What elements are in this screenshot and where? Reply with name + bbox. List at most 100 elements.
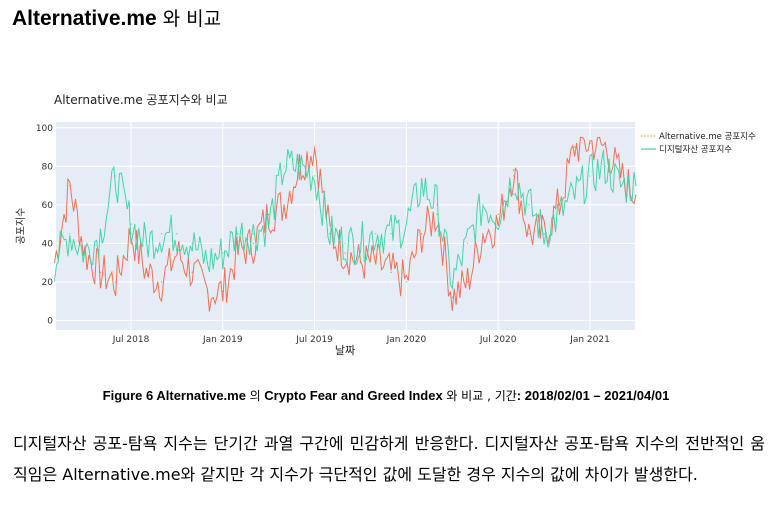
data-point [604, 165, 606, 167]
data-point [206, 290, 209, 293]
data-point [268, 213, 270, 216]
data-point [314, 175, 316, 177]
data-point [497, 213, 499, 216]
x-tick-label: Jul 2018 [112, 335, 150, 345]
data-point [405, 281, 407, 283]
data-point [252, 233, 254, 235]
x-axis-label: 날짜 [335, 344, 355, 357]
data-point [161, 281, 163, 283]
data-point [421, 233, 423, 235]
data-point [558, 213, 561, 216]
data-point [191, 242, 193, 244]
y-tick-label: 40 [42, 239, 54, 249]
data-point [390, 233, 392, 235]
data-point [130, 223, 132, 225]
legend-label-digital[interactable]: 디지털자산 공포지수 [659, 144, 732, 155]
data-point [69, 233, 71, 235]
chart-title: Alternative.me 공포지수와 비교 [54, 93, 228, 107]
y-tick-label: 100 [36, 124, 53, 134]
data-point [237, 252, 239, 254]
data-point [314, 146, 316, 148]
data-point [467, 281, 469, 283]
y-axis-label: 공포지수 [15, 208, 27, 245]
data-point [390, 271, 392, 273]
data-point [298, 165, 300, 167]
data-point [375, 261, 377, 264]
data-point [436, 213, 438, 216]
data-point [635, 194, 637, 196]
data-point [421, 184, 423, 187]
data-point [589, 175, 591, 177]
data-point [252, 242, 254, 244]
legend: Alternative.me 공포지수 디지털자산 공포지수 [641, 132, 756, 155]
data-point [451, 281, 453, 283]
data-point [99, 271, 101, 273]
caption-particle: 의 [249, 389, 261, 403]
x-tick-label: Jan 2021 [569, 335, 610, 345]
data-point [528, 233, 530, 235]
data-point [405, 223, 407, 225]
series-line-digital-asset [54, 148, 637, 291]
x-tick-label: Jan 2019 [202, 335, 243, 345]
data-point [115, 175, 117, 177]
heading-korean: 와 비교 [162, 8, 222, 30]
data-point [467, 242, 469, 244]
data-point [436, 204, 438, 206]
data-point [145, 242, 147, 244]
x-tick-label: Jan 2020 [386, 335, 427, 345]
data-point [222, 290, 224, 293]
data-point [99, 233, 101, 235]
y-tick-label: 20 [42, 278, 54, 288]
legend-label-alt[interactable]: Alternative.me 공포지수 [659, 132, 756, 142]
data-point [512, 175, 515, 177]
data-point [206, 261, 209, 264]
data-point [176, 252, 178, 254]
data-point [497, 223, 499, 225]
y-tick-label: 0 [47, 316, 53, 326]
data-point [191, 271, 193, 273]
data-point [543, 233, 545, 235]
data-point [283, 204, 285, 206]
plot-area [56, 122, 635, 330]
data-point [237, 233, 239, 235]
y-tick-label: 80 [42, 162, 54, 172]
data-point [574, 194, 576, 196]
section-heading: Alternative.me 와 비교 [12, 4, 221, 31]
data-point [482, 233, 484, 235]
data-point [512, 169, 515, 171]
data-point [620, 175, 622, 177]
data-point [69, 184, 71, 187]
caption-index-name: Crypto Fear and Greed Index [264, 388, 443, 403]
data-point [145, 271, 147, 273]
heading-latin: Alternative.me [12, 7, 157, 30]
y-tick-label: 60 [42, 201, 54, 211]
data-point [604, 146, 606, 148]
figure-caption: Figure 6 Alternative.me 의 Crypto Fear an… [0, 387, 772, 404]
data-point [53, 261, 56, 264]
data-point [589, 142, 591, 144]
data-point [574, 146, 576, 148]
data-point [620, 184, 622, 187]
data-point [268, 223, 270, 225]
caption-prefix: Figure 6 Alternative.me [102, 388, 246, 403]
data-point [344, 252, 346, 254]
data-point [528, 204, 530, 206]
data-point [115, 281, 117, 283]
data-point [482, 204, 484, 206]
data-point [359, 242, 362, 244]
data-point [635, 184, 637, 187]
body-paragraph: 디지털자산 공포-탐욕 지수는 단기간 과열 구간에 민감하게 반응한다. 디지… [13, 434, 765, 484]
data-point [451, 296, 453, 298]
data-point [359, 261, 362, 264]
fear-greed-chart: Alternative.me 공포지수와 비교 0 20 40 60 80 100 Jul … [15, 93, 756, 357]
data-point [176, 233, 178, 235]
data-point [344, 242, 346, 244]
data-point [283, 165, 285, 167]
data-point [161, 233, 163, 235]
data-point [329, 233, 331, 235]
data-point [375, 233, 377, 235]
x-tick-label: Jul 2020 [479, 335, 517, 345]
caption-date-range: : 2018/02/01 – 2021/04/01 [516, 388, 670, 403]
data-point [222, 252, 224, 254]
x-tick-label: Jul 2019 [295, 335, 333, 345]
